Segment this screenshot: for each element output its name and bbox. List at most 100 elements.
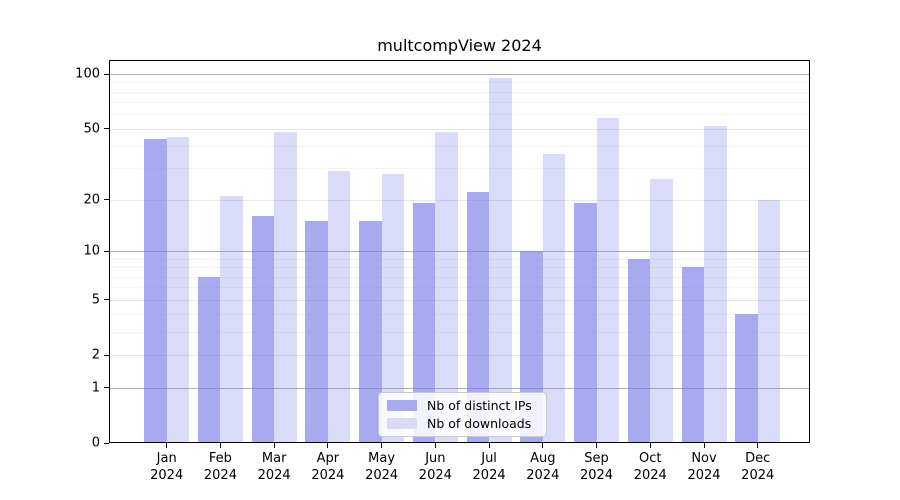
x-axis-label: Jan 2024 (122, 451, 212, 484)
bar-distinct-ips-jan (144, 138, 167, 443)
x-axis-tick (596, 443, 598, 448)
x-axis-label-year: 2024 (579, 467, 614, 483)
x-axis-label-year: 2024 (311, 467, 345, 483)
bar-downloads-sep (596, 118, 620, 443)
bar-downloads-nov (704, 125, 727, 443)
bar-downloads-aug (542, 154, 566, 443)
x-axis-label-year: 2024 (633, 467, 667, 483)
x-axis-tick (542, 443, 544, 448)
x-axis-tick (488, 443, 490, 448)
minor-gridline (109, 114, 810, 116)
legend: Nb of distinct IPs Nb of downloads (378, 392, 547, 437)
y-axis-tick (104, 354, 109, 356)
x-axis-label-year: 2024 (472, 467, 506, 483)
x-axis-tick (381, 443, 383, 448)
bar-downloads-apr (327, 171, 351, 443)
decade-gridline (109, 251, 810, 253)
legend-label-downloads: Nb of downloads (427, 416, 532, 431)
legend-label-distinct-ips: Nb of distinct IPs (427, 398, 532, 413)
bar-distinct-ips-feb (197, 276, 221, 443)
x-axis-tick (219, 443, 221, 448)
y-axis-tick (104, 250, 109, 252)
x-axis-label-month: Sep (584, 451, 609, 466)
y-axis-tick (104, 199, 109, 201)
x-axis-label-year: 2024 (365, 467, 399, 483)
minor-gridline (109, 91, 810, 93)
minor-gridline (109, 267, 810, 269)
y-axis-label: 5 (91, 292, 100, 308)
bar-distinct-ips-dec (735, 314, 758, 443)
bar-downloads-may (381, 173, 405, 443)
minor-gridline (109, 258, 810, 260)
plot-area (109, 60, 810, 443)
x-axis-label-month: Mar (261, 451, 287, 466)
x-axis-label-month: Jan (156, 451, 177, 466)
bar-distinct-ips-apr (305, 221, 328, 443)
x-axis-tick (327, 443, 329, 448)
y-axis-label: 100 (75, 66, 100, 82)
minor-gridline (109, 168, 810, 170)
labeled-gridline (109, 299, 810, 301)
y-axis-tick (104, 299, 109, 301)
x-axis-label: Dec 2024 (713, 451, 803, 484)
bar-downloads-jul (489, 78, 512, 443)
y-axis-label: 2 (91, 347, 100, 363)
x-axis-label-year: 2024 (687, 467, 721, 483)
x-axis-label: Apr 2024 (283, 451, 373, 484)
x-axis-label: Oct 2024 (605, 451, 695, 484)
bar-downloads-mar (274, 131, 297, 443)
x-axis-label: Mar 2024 (229, 451, 319, 484)
x-axis-label: Sep 2024 (552, 451, 642, 484)
bar-downloads-jun (435, 131, 458, 443)
y-axis-tick (104, 387, 109, 389)
x-axis-label: Aug 2024 (498, 451, 588, 484)
minor-gridline (109, 82, 810, 84)
x-axis-label: Jul 2024 (444, 451, 534, 484)
bar-downloads-feb (220, 195, 243, 443)
decade-gridline (109, 387, 810, 389)
y-axis-label: 1 (91, 380, 100, 396)
decade-gridline (109, 74, 810, 75)
y-axis-label: 0 (91, 435, 100, 451)
x-axis-label-month: Feb (208, 451, 232, 466)
labeled-gridline (109, 128, 810, 130)
y-axis-tick (104, 73, 109, 75)
y-axis-label: 10 (83, 243, 100, 259)
bar-distinct-ips-jul (466, 192, 490, 443)
labeled-gridline (109, 199, 810, 201)
x-axis-label-year: 2024 (257, 467, 291, 483)
x-axis-label-month: Nov (691, 451, 717, 466)
x-axis-label-month: Apr (316, 451, 340, 466)
y-axis-tick (104, 128, 109, 130)
bar-downloads-jan (166, 136, 190, 443)
minor-gridline (109, 146, 810, 148)
bar-distinct-ips-oct (627, 258, 651, 443)
labeled-gridline (109, 355, 810, 357)
x-axis-label-month: May (368, 451, 396, 466)
x-axis-tick (757, 443, 759, 448)
x-axis-label: Jun 2024 (390, 451, 480, 484)
minor-gridline (109, 332, 810, 334)
x-axis-label-year: 2024 (150, 467, 184, 483)
x-axis-tick (649, 443, 651, 448)
x-axis-label: May 2024 (337, 451, 427, 484)
x-axis-label-month: Jun (425, 451, 446, 466)
x-axis-label: Feb 2024 (175, 451, 265, 484)
x-axis-label-month: Jul (481, 451, 497, 466)
legend-item-distinct-ips: Nb of distinct IPs (387, 398, 538, 413)
minor-gridline (109, 102, 810, 104)
x-axis-tick (273, 443, 275, 448)
x-axis-label-year: 2024 (741, 467, 775, 483)
bar-distinct-ips-jun (412, 203, 436, 443)
x-axis-tick (166, 443, 168, 448)
bar-distinct-ips-sep (574, 203, 597, 443)
minor-gridline (109, 276, 810, 278)
x-axis-tick (703, 443, 705, 448)
minor-gridline (109, 287, 810, 289)
bar-downloads-dec (757, 199, 781, 443)
x-axis-tick (434, 443, 436, 448)
y-axis-tick (104, 442, 109, 444)
x-axis-label-month: Aug (530, 451, 556, 466)
y-axis-label: 20 (83, 192, 100, 208)
y-axis-label: 50 (83, 121, 100, 137)
